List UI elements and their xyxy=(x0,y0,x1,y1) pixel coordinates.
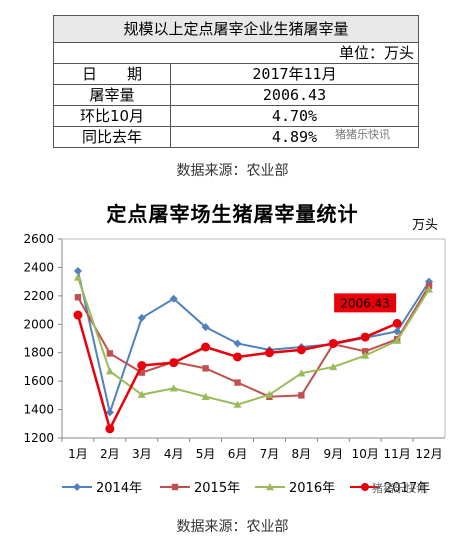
data-point xyxy=(297,369,306,377)
y-tick-label: 1400 xyxy=(23,403,54,417)
summary-table: 规模以上定点屠宰企业生猪屠宰量 单位：万头 日 期 2017年11月 屠宰量 2… xyxy=(53,15,419,148)
line-chart: 1200 1400 1600 1800 2000 2200 2400 2600 1月 2月 3月 4月… xyxy=(23,232,446,496)
data-point xyxy=(137,390,146,398)
y-tick-label: 1200 xyxy=(23,431,54,445)
y-tick-label: 2000 xyxy=(23,317,54,331)
data-point xyxy=(73,273,82,281)
data-point xyxy=(329,362,338,371)
series-line-2014年 xyxy=(76,270,430,417)
data-point xyxy=(361,351,370,359)
table-title: 规模以上定点屠宰企业生猪屠宰量 xyxy=(53,15,419,43)
data-point xyxy=(298,392,305,399)
data-point xyxy=(234,379,241,386)
data-point xyxy=(393,327,402,336)
data-point xyxy=(105,367,114,375)
data-point xyxy=(425,285,434,293)
data-point xyxy=(73,310,83,320)
x-tick-label: 4月 xyxy=(164,447,184,461)
table-row: 屠宰量 2006.43 xyxy=(53,84,419,106)
x-tick-label: 1月 xyxy=(68,447,88,461)
data-point xyxy=(74,294,82,301)
source-bottom: 数据来源：农业部 xyxy=(176,519,289,535)
series-line-2016年 xyxy=(77,277,430,406)
data-point xyxy=(169,294,178,303)
x-tick-label: 12月 xyxy=(415,447,442,461)
x-tick-label: 7月 xyxy=(260,447,280,461)
watermark-bottom: 猪猪乐快讯 xyxy=(372,482,427,495)
table-row: 环比10月 4.70% xyxy=(53,105,419,127)
data-point xyxy=(137,361,147,371)
row-label-yoy: 同比去年 xyxy=(53,126,171,148)
table-row: 同比去年 4.89% xyxy=(53,126,419,148)
row-value-slaughter: 2006.43 xyxy=(170,84,419,106)
row-label-slaughter: 屠宰量 xyxy=(53,84,171,106)
y-tick-label: 2400 xyxy=(23,260,54,274)
legend-label: 2016年 xyxy=(289,481,335,496)
x-tick-label: 11月 xyxy=(383,447,410,461)
data-point xyxy=(328,338,338,348)
x-tick-label: 10月 xyxy=(352,447,379,461)
data-point xyxy=(201,342,211,352)
data-point xyxy=(393,336,402,344)
data-point xyxy=(362,348,369,355)
annotation-label: 2006.43 xyxy=(340,296,390,310)
legend-marker xyxy=(171,483,179,491)
legend-label: 2017年 xyxy=(384,481,430,496)
y-tick-label: 2600 xyxy=(23,232,54,246)
data-point xyxy=(265,390,274,398)
data-point xyxy=(105,424,115,434)
data-point xyxy=(105,408,114,417)
legend-label: 2014年 xyxy=(96,481,142,496)
y-tick-label: 2200 xyxy=(23,289,54,303)
legend-marker xyxy=(73,483,81,491)
row-label-date: 日 期 xyxy=(53,63,171,85)
data-point xyxy=(264,348,274,358)
data-point xyxy=(202,365,209,372)
data-point xyxy=(169,358,179,368)
data-point xyxy=(233,400,242,408)
data-point xyxy=(360,332,370,342)
x-tick-label: 8月 xyxy=(292,447,312,461)
data-point xyxy=(73,266,82,275)
legend-marker xyxy=(361,483,369,491)
y-tick-label: 1600 xyxy=(23,374,54,388)
series-line-2015年 xyxy=(77,285,430,398)
x-tick-label: 5月 xyxy=(196,447,216,461)
data-point xyxy=(137,313,146,322)
x-tick-label: 9月 xyxy=(323,447,343,461)
watermark-top: 猪猪乐快讯 xyxy=(335,128,390,141)
x-tick-label: 6月 xyxy=(228,447,248,461)
legend-marker xyxy=(266,483,274,491)
source-top: 数据来源：农业部 xyxy=(176,163,289,179)
data-point xyxy=(296,345,306,355)
series-line-2017年 xyxy=(76,314,398,433)
data-point xyxy=(201,392,210,400)
y-tick-label: 1800 xyxy=(23,346,54,360)
y-unit-label: 万头 xyxy=(412,218,439,233)
data-point xyxy=(106,350,114,357)
data-point xyxy=(201,323,210,332)
annotation-box xyxy=(334,293,397,313)
table-unit: 单位：万头 xyxy=(53,42,419,64)
data-point xyxy=(392,318,402,328)
row-value-date: 2017年11月 xyxy=(170,63,419,85)
chart-title: 定点屠宰场生猪屠宰量统计 xyxy=(106,202,359,226)
legend-label: 2015年 xyxy=(194,481,240,496)
x-tick-label: 3月 xyxy=(132,447,152,461)
data-point xyxy=(233,339,242,348)
row-value-mom: 4.70% xyxy=(170,105,419,127)
row-label-mom: 环比10月 xyxy=(53,105,171,127)
data-point xyxy=(233,352,243,362)
table-row: 日 期 2017年11月 xyxy=(53,63,419,85)
row-value-yoy: 4.89% xyxy=(170,126,419,148)
data-point xyxy=(169,384,178,392)
x-tick-label: 2月 xyxy=(100,447,120,461)
data-point xyxy=(138,369,145,376)
